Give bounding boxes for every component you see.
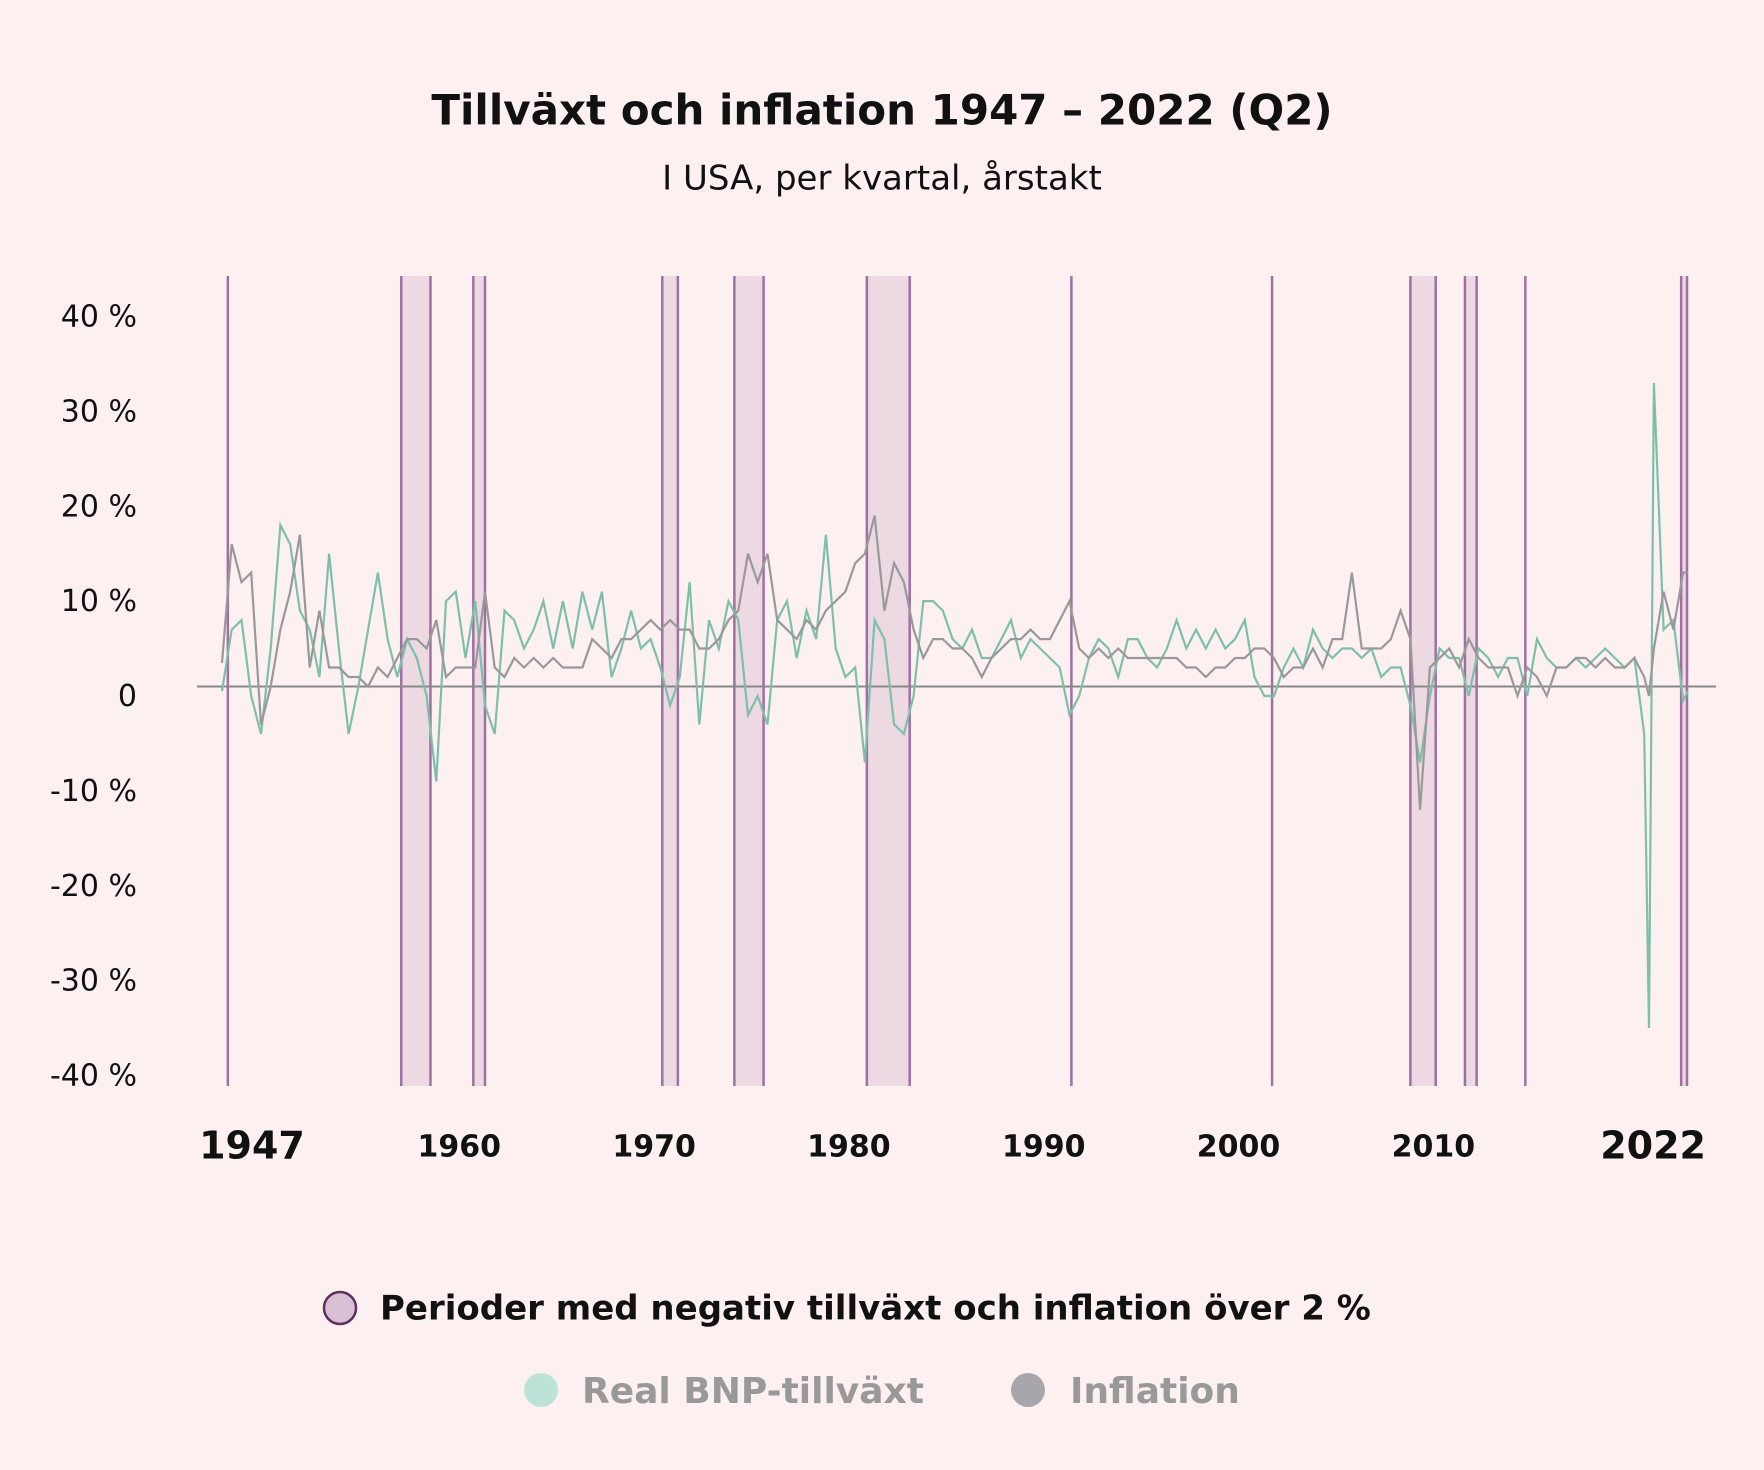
period-band xyxy=(401,276,431,1086)
x-tick-label: 1960 xyxy=(418,1130,502,1165)
x-tick-label: 1980 xyxy=(807,1130,891,1165)
legend-label: Real BNP-tillväxt xyxy=(582,1371,924,1412)
legend-marker xyxy=(524,1373,558,1407)
x-tick-label: 1970 xyxy=(612,1130,696,1165)
legend-label: Perioder med negativ tillväxt och inflat… xyxy=(380,1289,1371,1329)
y-tick-label: -30 % xyxy=(50,964,137,999)
y-tick-label: 10 % xyxy=(61,584,137,619)
period-band xyxy=(1681,276,1688,1086)
x-tick-label: 1947 xyxy=(199,1124,305,1168)
x-tick-label: 2022 xyxy=(1600,1124,1706,1168)
y-tick-label: 20 % xyxy=(61,489,137,524)
y-tick-label: -20 % xyxy=(50,869,137,904)
x-tick-label: 2000 xyxy=(1197,1130,1281,1165)
x-tick-label: 2010 xyxy=(1392,1130,1476,1165)
period-band xyxy=(734,276,764,1086)
y-tick-label: 0 xyxy=(118,679,137,714)
series-line xyxy=(220,515,1688,810)
x-tick-label: 1990 xyxy=(1002,1130,1086,1165)
legend-marker xyxy=(322,1290,358,1326)
legend: Perioder med negativ tillväxt och inflat… xyxy=(322,1289,1371,1412)
y-tick-label: 30 % xyxy=(61,394,137,429)
y-tick-label: -40 % xyxy=(50,1059,137,1094)
period-band xyxy=(662,276,678,1086)
chart-title: Tillväxt och inflation 1947 – 2022 (Q2) xyxy=(431,86,1332,135)
chart-subtitle: I USA, per kvartal, årstakt xyxy=(662,159,1102,199)
y-tick-label: -10 % xyxy=(50,774,137,809)
legend-label: Inflation xyxy=(1070,1371,1240,1412)
legend-marker xyxy=(1011,1373,1045,1407)
lines xyxy=(220,382,1689,1029)
y-tick-label: 40 % xyxy=(61,300,137,335)
axes: 40 % 30 % 20 % 10 % 0 -10 % -20 % -30 % -40 % 194… xyxy=(50,300,1716,1168)
period-band xyxy=(1410,276,1436,1086)
period-band xyxy=(473,276,486,1086)
